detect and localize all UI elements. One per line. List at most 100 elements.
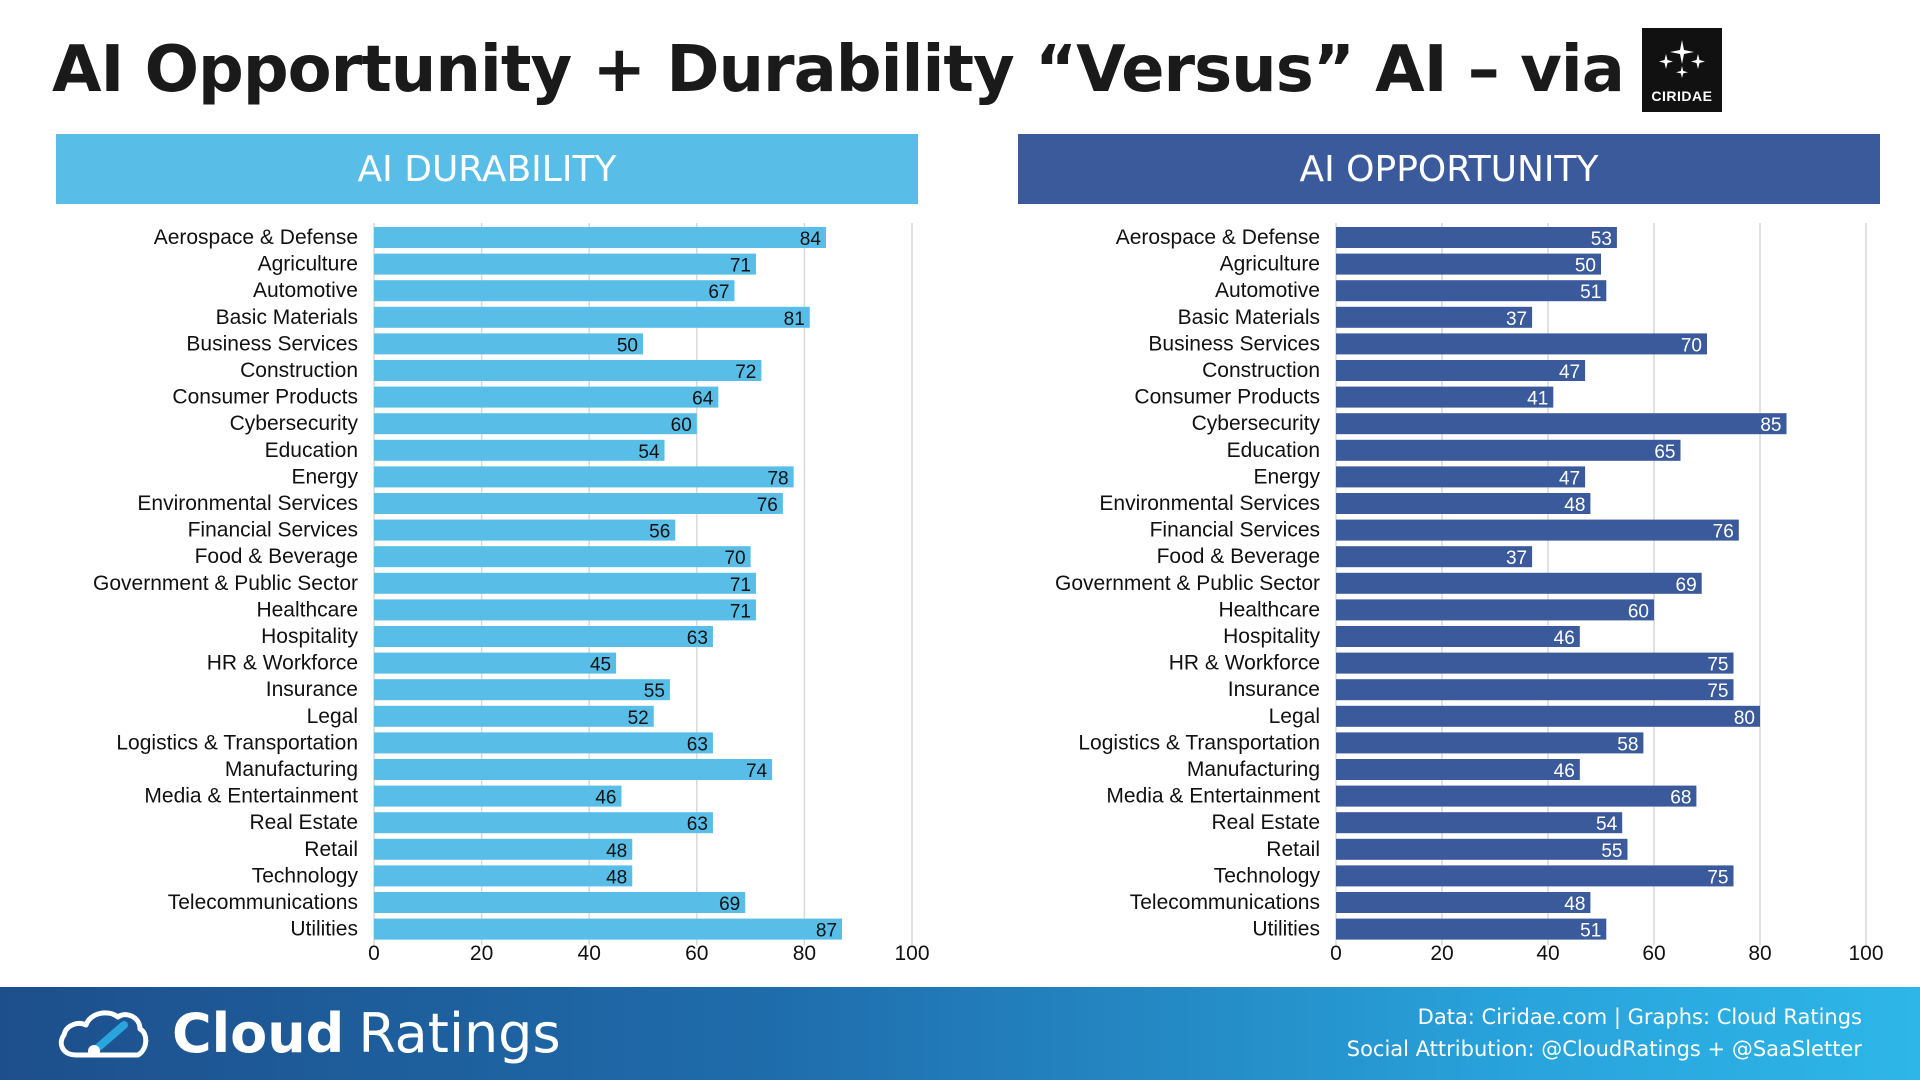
durability-bar bbox=[374, 466, 794, 488]
durability-value-label: 87 bbox=[816, 921, 837, 942]
durability-bar bbox=[374, 679, 670, 701]
opportunity-category-label: Media & Entertainment bbox=[1106, 785, 1320, 808]
opportunity-category-label: Financial Services bbox=[1150, 519, 1320, 542]
opportunity-category-label: Government & Public Sector bbox=[1055, 572, 1320, 595]
durability-value-label: 71 bbox=[730, 601, 751, 622]
durability-value-label: 50 bbox=[617, 335, 638, 356]
opportunity-category-label: HR & Workforce bbox=[1169, 652, 1320, 675]
cloud-gauge-icon bbox=[58, 1010, 149, 1058]
durability-value-label: 67 bbox=[708, 282, 729, 303]
durability-value-label: 60 bbox=[671, 415, 692, 436]
durability-bar bbox=[374, 838, 633, 860]
opportunity-category-label: Insurance bbox=[1228, 678, 1320, 701]
footer-banner: Cloud Ratings Data: Ciridae.com | Graphs… bbox=[0, 987, 1920, 1080]
opportunity-bar bbox=[1336, 892, 1591, 913]
durability-bar bbox=[374, 626, 713, 647]
durability-value-label: 63 bbox=[687, 734, 708, 755]
durability-value-label: 74 bbox=[746, 761, 768, 782]
opportunity-value-label: 41 bbox=[1527, 389, 1548, 410]
opportunity-bar bbox=[1336, 439, 1681, 461]
durability-bar bbox=[374, 253, 756, 275]
durability-value-label: 45 bbox=[590, 655, 611, 676]
opportunity-bar bbox=[1336, 466, 1586, 488]
opportunity-value-label: 75 bbox=[1707, 655, 1728, 676]
star-cluster-icon bbox=[1658, 40, 1705, 78]
durability-category-label: Energy bbox=[291, 465, 358, 488]
durability-category-label: Legal bbox=[307, 705, 358, 728]
opportunity-value-label: 55 bbox=[1601, 841, 1622, 862]
durability-value-label: 72 bbox=[735, 362, 756, 383]
durability-category-label: Real Estate bbox=[249, 811, 358, 834]
opportunity-value-label: 37 bbox=[1506, 309, 1527, 330]
opportunity-category-label: Business Services bbox=[1148, 332, 1320, 355]
durability-value-label: 56 bbox=[649, 522, 670, 543]
durability-category-label: Cybersecurity bbox=[230, 412, 359, 435]
opportunity-bar bbox=[1336, 280, 1607, 302]
durability-category-label: Basic Materials bbox=[216, 306, 358, 329]
opportunity-category-label: Agriculture bbox=[1220, 253, 1320, 276]
durability-category-label: Manufacturing bbox=[225, 758, 358, 781]
durability-bar bbox=[374, 439, 665, 461]
opportunity-category-label: Utilities bbox=[1252, 918, 1320, 941]
durability-category-label: Utilities bbox=[290, 918, 358, 941]
durability-category-label: Insurance bbox=[266, 678, 358, 701]
durability-category-label: Healthcare bbox=[256, 598, 358, 621]
durability-category-label: Education bbox=[265, 439, 358, 462]
durability-value-label: 70 bbox=[724, 548, 745, 569]
durability-value-label: 54 bbox=[638, 442, 660, 463]
durability-category-label: Agriculture bbox=[258, 253, 358, 276]
opportunity-category-label: Food & Beverage bbox=[1157, 545, 1320, 568]
ciridae-logo: CIRIDAE bbox=[1641, 28, 1722, 112]
opportunity-bar bbox=[1336, 227, 1617, 248]
durability-bar bbox=[374, 306, 810, 328]
opportunity-value-label: 76 bbox=[1713, 522, 1734, 543]
opportunity-category-label: Education bbox=[1227, 439, 1320, 462]
opportunity-bar bbox=[1336, 785, 1697, 807]
durability-x-tick-label: 100 bbox=[894, 942, 929, 965]
opportunity-bar bbox=[1336, 812, 1623, 834]
opportunity-bar bbox=[1336, 360, 1586, 381]
opportunity-bar bbox=[1336, 546, 1533, 568]
opportunity-category-label: Manufacturing bbox=[1187, 758, 1320, 781]
opportunity-category-label: Telecommunications bbox=[1130, 891, 1320, 914]
opportunity-category-label: Healthcare bbox=[1218, 598, 1320, 621]
durability-value-label: 46 bbox=[595, 788, 616, 809]
opportunity-bar bbox=[1336, 918, 1607, 940]
opportunity-bar bbox=[1336, 838, 1628, 860]
durability-category-label: HR & Workforce bbox=[207, 652, 358, 675]
opportunity-value-label: 50 bbox=[1575, 256, 1596, 277]
opportunity-value-label: 68 bbox=[1670, 788, 1691, 809]
opportunity-value-label: 75 bbox=[1707, 681, 1728, 702]
durability-chart: 0 20 40 60 80 100 Aerospace & Defense 84 Agricul… bbox=[93, 223, 930, 965]
title-text: AI Opportunity + Durability “Versus” AI … bbox=[52, 33, 1625, 107]
opportunity-bar bbox=[1336, 626, 1580, 647]
durability-value-label: 55 bbox=[644, 681, 665, 702]
opportunity-x-tick-label: 100 bbox=[1848, 942, 1883, 965]
durability-value-label: 69 bbox=[719, 894, 740, 915]
opportunity-category-label: Aerospace & Defense bbox=[1116, 226, 1320, 249]
opportunity-bar bbox=[1336, 599, 1654, 621]
durability-category-label: Technology bbox=[252, 864, 359, 887]
durability-value-label: 84 bbox=[800, 229, 822, 250]
durability-bar bbox=[374, 812, 713, 834]
durability-category-label: Construction bbox=[240, 359, 358, 382]
logo-text: CIRIDAE bbox=[1651, 88, 1713, 104]
durability-value-label: 63 bbox=[687, 814, 708, 835]
credits: Data: Ciridae.com | Graphs: Cloud Rating… bbox=[1347, 1001, 1862, 1065]
durability-bar bbox=[374, 865, 633, 887]
opportunity-value-label: 47 bbox=[1559, 468, 1580, 489]
opportunity-category-label: Basic Materials bbox=[1178, 306, 1320, 329]
durability-category-label: Environmental Services bbox=[137, 492, 358, 515]
durability-value-label: 48 bbox=[606, 841, 627, 862]
durability-bar bbox=[374, 705, 654, 727]
opportunity-x-tick-label: 0 bbox=[1330, 942, 1342, 965]
durability-x-tick-label: 80 bbox=[793, 942, 816, 965]
opportunity-bar bbox=[1336, 519, 1739, 541]
credit-social: Social Attribution: @CloudRatings + @Saa… bbox=[1346, 1037, 1862, 1061]
durability-bar bbox=[374, 360, 762, 381]
opportunity-value-label: 47 bbox=[1559, 362, 1580, 383]
opportunity-bar bbox=[1336, 759, 1580, 780]
opportunity-value-label: 85 bbox=[1760, 415, 1781, 436]
durability-bar bbox=[374, 280, 735, 302]
durability-category-label: Business Services bbox=[186, 332, 358, 355]
